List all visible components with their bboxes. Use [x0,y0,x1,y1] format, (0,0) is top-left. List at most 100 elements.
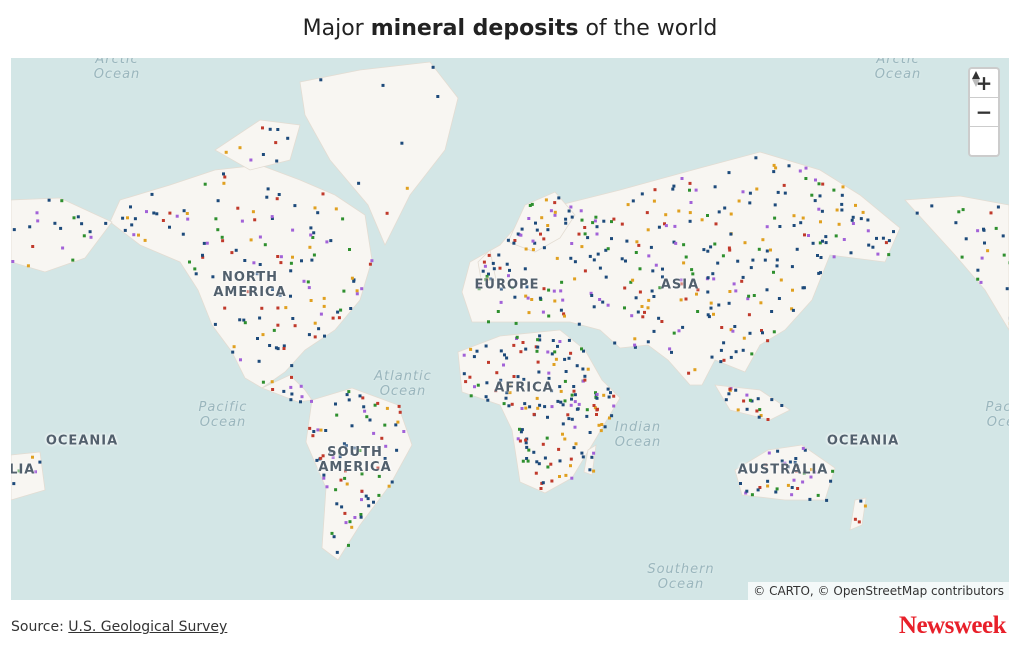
deposit-dot[interactable] [588,254,592,258]
deposit-dot[interactable] [840,193,844,197]
deposit-dot[interactable] [776,190,780,194]
deposit-dot[interactable] [650,289,654,293]
deposit-dot[interactable] [820,209,824,213]
deposit-dot[interactable] [749,266,753,270]
deposit-dot[interactable] [734,289,738,293]
deposit-dot[interactable] [736,259,740,263]
deposit-dot[interactable] [121,216,125,220]
deposit-dot[interactable] [599,429,603,433]
deposit-dot[interactable] [387,484,391,488]
deposit-dot[interactable] [240,219,244,223]
deposit-dot[interactable] [489,277,493,281]
deposit-dot[interactable] [562,312,566,316]
deposit-dot[interactable] [402,430,406,433]
deposit-dot[interactable] [712,277,716,281]
deposit-dot[interactable] [363,409,367,413]
deposit-dot[interactable] [494,389,498,393]
deposit-dot[interactable] [709,306,713,310]
deposit-dot[interactable] [876,252,880,256]
deposit-dot[interactable] [316,428,320,432]
deposit-dot[interactable] [665,283,669,287]
deposit-dot[interactable] [792,224,796,227]
deposit-dot[interactable] [561,403,565,407]
deposit-dot[interactable] [794,469,798,473]
deposit-dot[interactable] [989,211,993,215]
deposit-dot[interactable] [380,436,384,440]
deposit-dot[interactable] [487,272,490,276]
deposit-dot[interactable] [551,339,555,342]
deposit-dot[interactable] [748,398,752,402]
deposit-dot[interactable] [550,405,554,409]
deposit-dot[interactable] [234,248,238,252]
deposit-dot[interactable] [376,466,380,470]
deposit-dot[interactable] [31,245,35,248]
deposit-dot[interactable] [706,249,710,253]
deposit-dot[interactable] [570,393,574,397]
deposit-dot[interactable] [602,393,606,397]
deposit-dot[interactable] [570,417,574,421]
deposit-dot[interactable] [335,550,339,554]
deposit-dot[interactable] [344,444,348,448]
deposit-dot[interactable] [688,181,692,185]
deposit-dot[interactable] [813,199,817,203]
deposit-dot[interactable] [717,303,721,307]
deposit-dot[interactable] [535,228,539,232]
deposit-dot[interactable] [499,287,503,291]
reset-north[interactable] [970,71,998,155]
deposit-dot[interactable] [853,517,857,521]
deposit-dot[interactable] [145,210,148,214]
deposit-dot[interactable] [564,370,568,373]
deposit-dot[interactable] [358,394,362,398]
deposit-dot[interactable] [525,285,529,289]
deposit-dot[interactable] [257,359,261,363]
deposit-dot[interactable] [211,275,215,279]
deposit-dot[interactable] [523,267,527,271]
deposit-dot[interactable] [395,448,399,452]
deposit-dot[interactable] [727,392,731,396]
deposit-dot[interactable] [660,320,664,323]
deposit-dot[interactable] [274,346,278,350]
deposit-dot[interactable] [709,245,713,249]
deposit-dot[interactable] [790,307,794,311]
deposit-dot[interactable] [291,255,294,259]
deposit-dot[interactable] [308,426,312,430]
deposit-dot[interactable] [518,427,521,431]
deposit-dot[interactable] [732,282,736,286]
deposit-dot[interactable] [842,238,846,241]
deposit-dot[interactable] [688,188,691,192]
deposit-dot[interactable] [825,498,829,502]
deposit-dot[interactable] [623,306,626,310]
deposit-dot[interactable] [640,305,644,308]
deposit-dot[interactable] [541,481,545,485]
deposit-dot[interactable] [728,248,732,252]
deposit-dot[interactable] [760,329,763,332]
deposit-dot[interactable] [841,185,845,189]
deposit-dot[interactable] [464,380,468,384]
deposit-dot[interactable] [758,408,762,412]
deposit-dot[interactable] [484,344,488,348]
deposit-dot[interactable] [595,392,599,396]
deposit-dot[interactable] [729,355,733,359]
deposit-dot[interactable] [278,293,282,297]
deposit-dot[interactable] [547,288,551,292]
deposit-dot[interactable] [803,233,806,237]
deposit-dot[interactable] [538,338,542,342]
deposit-dot[interactable] [729,212,733,216]
deposit-dot[interactable] [629,280,633,284]
deposit-dot[interactable] [12,228,16,232]
deposit-dot[interactable] [556,344,559,348]
deposit-dot[interactable] [538,296,542,300]
deposit-dot[interactable] [607,395,611,399]
deposit-dot[interactable] [319,428,323,432]
deposit-dot[interactable] [835,208,839,212]
deposit-dot[interactable] [672,240,676,244]
deposit-dot[interactable] [549,462,553,466]
deposit-dot[interactable] [597,423,601,427]
deposit-dot[interactable] [519,233,523,237]
deposit-dot[interactable] [550,479,554,483]
deposit-dot[interactable] [270,380,274,384]
deposit-dot[interactable] [376,401,380,405]
deposit-dot[interactable] [528,204,532,207]
deposit-dot[interactable] [802,471,806,475]
deposit-dot[interactable] [271,388,275,391]
